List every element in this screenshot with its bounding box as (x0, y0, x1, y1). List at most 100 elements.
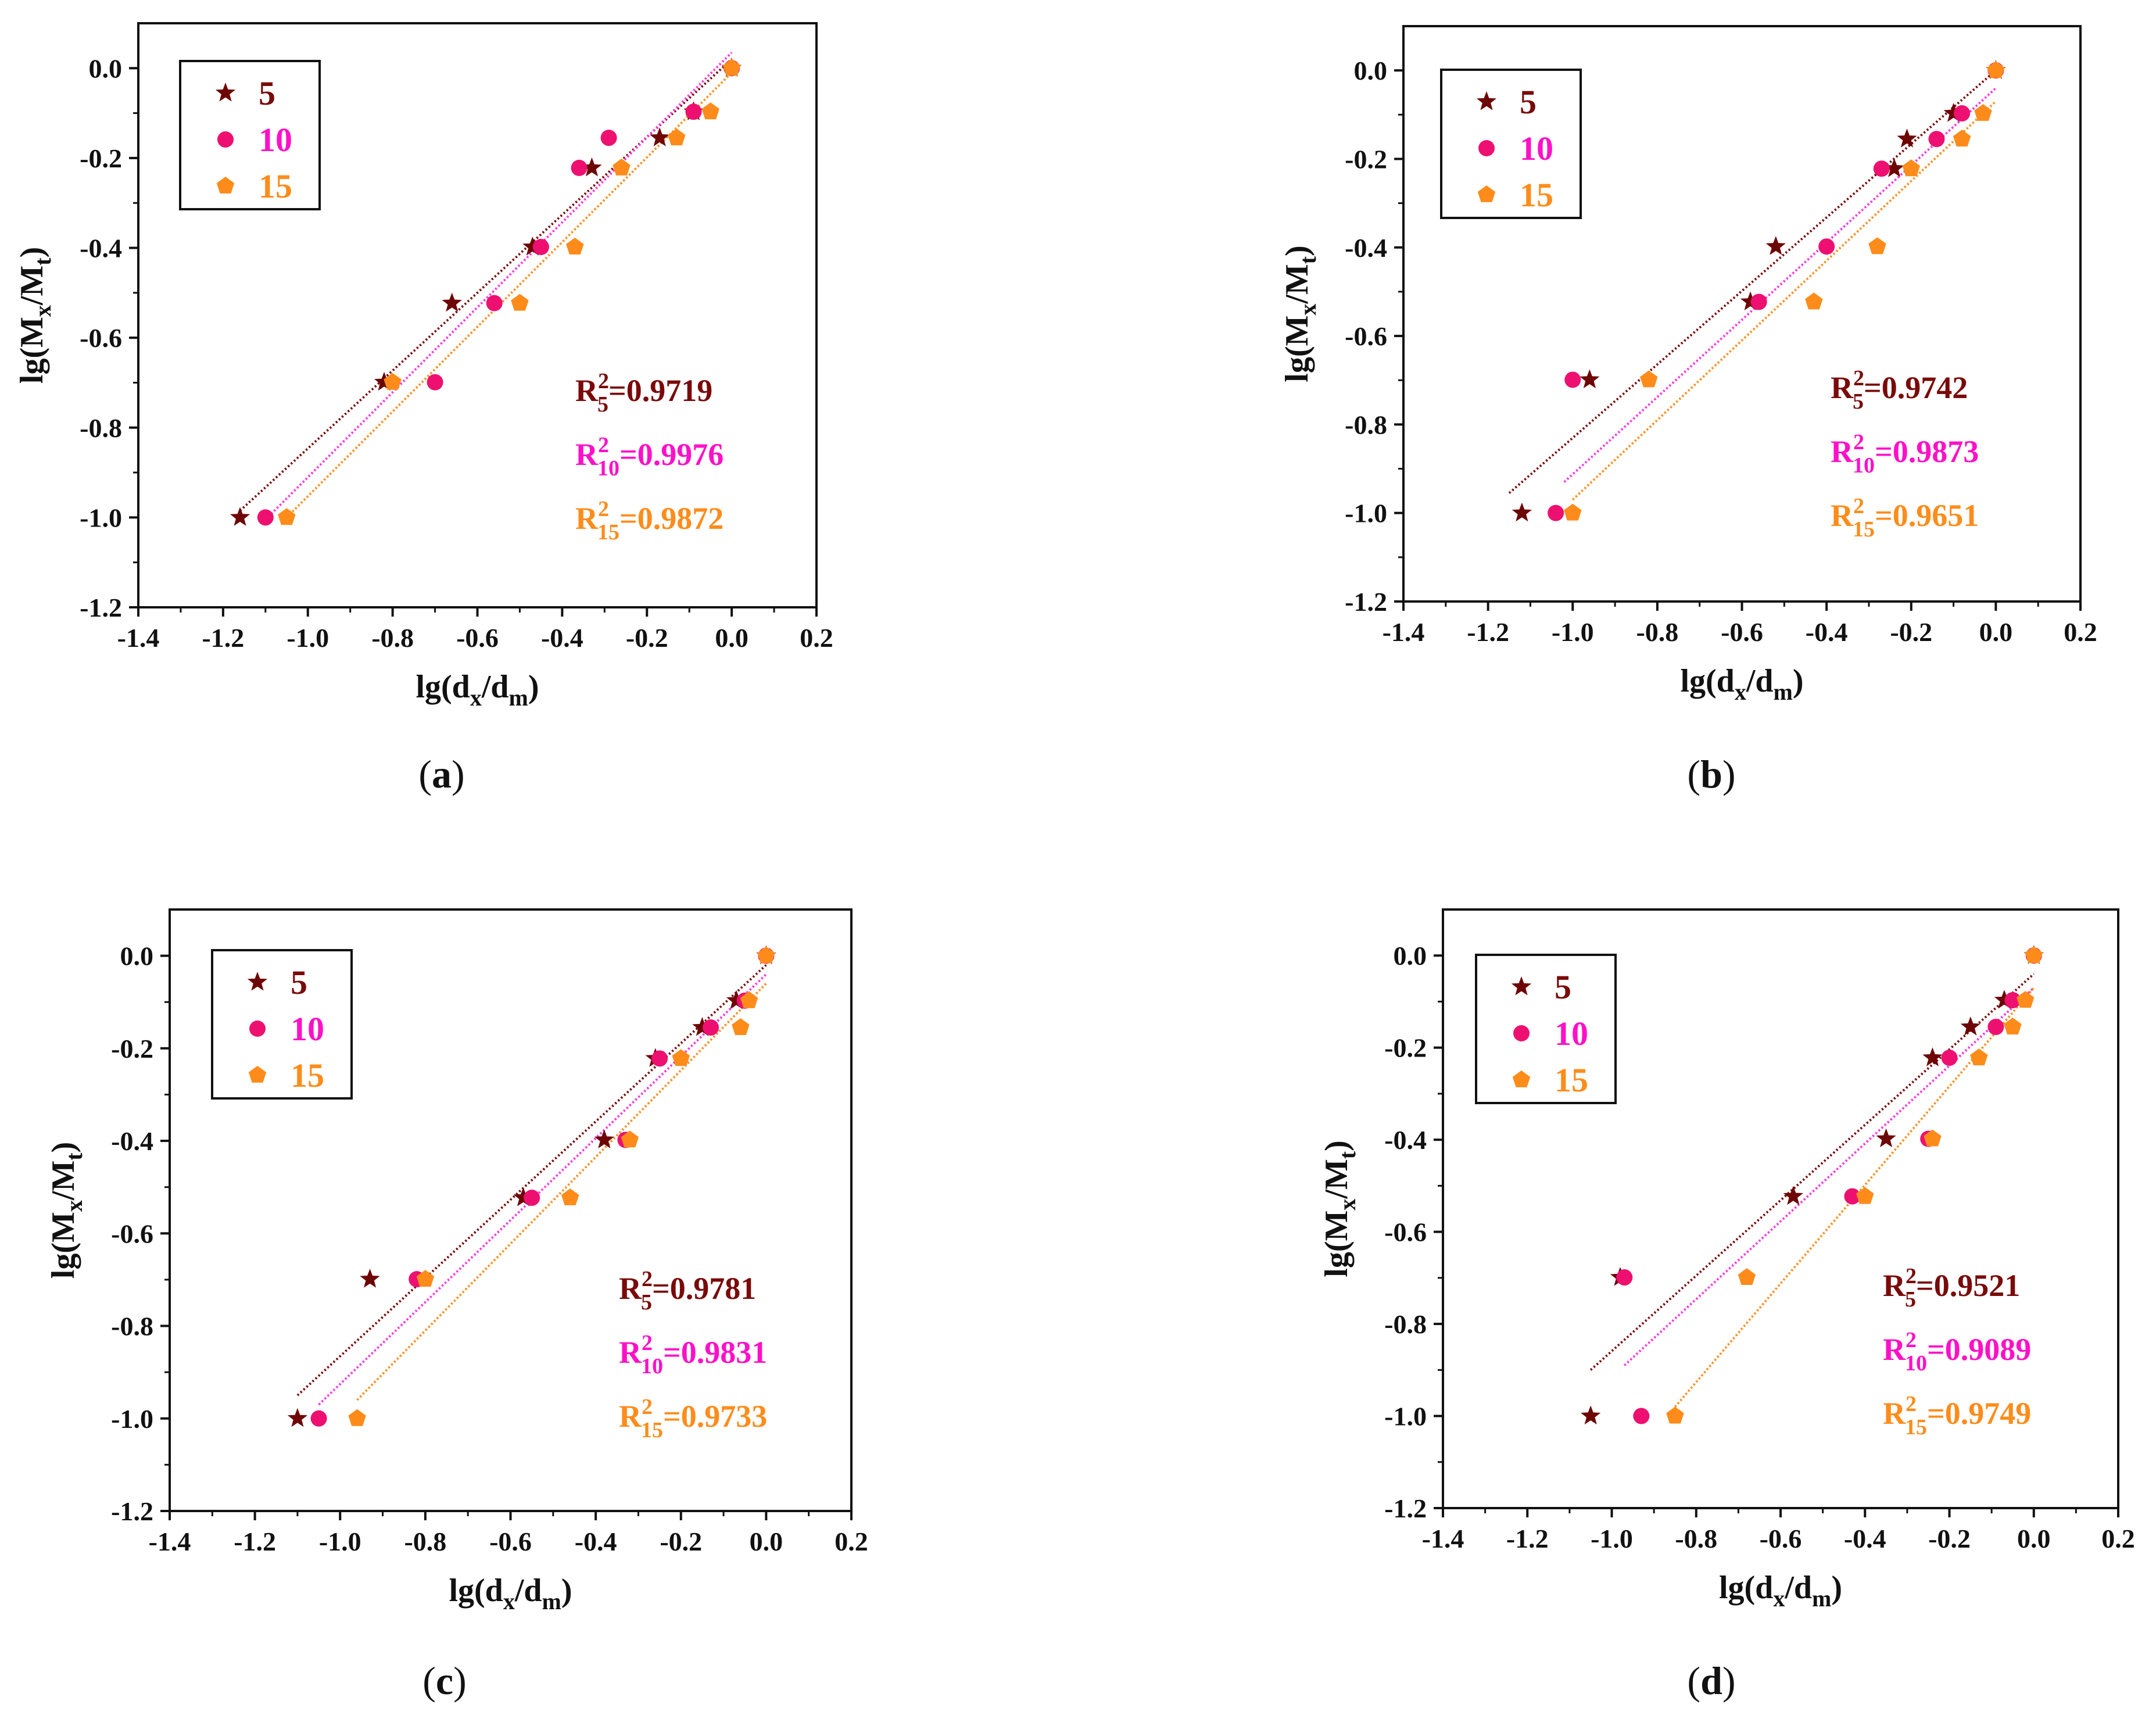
x-tick-label: -1.4 (1422, 1524, 1464, 1553)
point-10 (1844, 1188, 1861, 1205)
x-tick-label: -0.8 (371, 623, 414, 653)
point-15 (1640, 370, 1658, 388)
x-tick-label: -1.0 (286, 623, 329, 653)
point-10 (257, 509, 274, 526)
legend-marker-10 (1513, 1025, 1530, 1041)
r2-label-10: R2 10=0.9089 (1883, 1328, 2031, 1376)
panel-caption: (d) (1687, 1659, 1735, 1703)
x-tick-label: -0.6 (1721, 617, 1763, 647)
fit-line-10 (1623, 987, 2035, 1366)
point-15 (1805, 292, 1823, 310)
point-10 (427, 374, 443, 391)
point-15 (1970, 1048, 1988, 1066)
legend-marker-5 (215, 83, 236, 102)
point-15 (732, 1018, 750, 1035)
legend-label-10: 10 (291, 1010, 324, 1048)
point-5 (1922, 1047, 1943, 1066)
r2-label-15: R2 15=0.9651 (1831, 494, 1979, 542)
point-10 (571, 159, 588, 176)
y-tick-label: -0.2 (1384, 1033, 1427, 1063)
x-tick-label: -1.2 (1467, 617, 1509, 647)
y-axis-title: lg(Mx/Mt) (14, 247, 56, 384)
legend-label-10: 10 (1555, 1015, 1588, 1052)
point-15 (1902, 159, 1920, 177)
y-tick-label: -0.6 (1384, 1218, 1427, 1247)
y-tick-label: -1.0 (80, 503, 122, 532)
panel-a: -1.4 -1.2 -1.0 -0.8 -0.6 -0.4 -0.2 0.0 0.20.0-0.… (14, 22, 833, 796)
x-tick-label: 0.2 (835, 1527, 868, 1556)
y-tick-label: -0.6 (80, 323, 122, 353)
x-tick-label: -0.6 (456, 623, 499, 653)
point-5 (522, 237, 543, 256)
r2-label-15: R2 15=0.9733 (619, 1395, 767, 1442)
y-tick-label: -0.8 (1384, 1309, 1427, 1339)
x-tick-label: -1.4 (117, 623, 160, 653)
point-5 (1581, 1405, 1601, 1425)
point-10 (486, 295, 503, 311)
point-15 (672, 1049, 690, 1066)
x-tick-label: 0.0 (750, 1527, 783, 1556)
y-axis-title: lg(Mx/Mt) (1279, 245, 1321, 382)
r2-label-5: R2 5=0.9781 (619, 1267, 756, 1315)
y-tick-label: -0.2 (80, 144, 122, 173)
legend-label-5: 5 (291, 964, 307, 1001)
fit-line-5 (239, 58, 733, 512)
legend-label-10: 10 (1520, 130, 1553, 167)
y-tick-label: 0.0 (1354, 56, 1388, 85)
point-10 (2004, 992, 2021, 1009)
y-tick-label: -0.8 (80, 413, 122, 443)
point-5 (1960, 1016, 1980, 1036)
r2-label-5: R2 5=0.9742 (1831, 366, 1968, 414)
y-tick-label: -1.0 (1345, 499, 1387, 528)
point-15 (668, 128, 686, 146)
y-tick-label: -0.8 (1345, 410, 1387, 439)
r2-label-10: R2 10=0.9873 (1831, 430, 1979, 478)
fit-line-10 (264, 51, 733, 521)
point-5 (1740, 291, 1761, 310)
x-tick-label: -0.8 (404, 1527, 446, 1556)
point-5 (1876, 1128, 1896, 1148)
point-5 (230, 507, 250, 526)
fit-line-10 (318, 973, 767, 1406)
x-tick-label: -1.4 (1383, 617, 1425, 647)
fit-line-15 (1571, 101, 1997, 501)
point-15 (416, 1270, 435, 1287)
point-10 (651, 1050, 668, 1067)
y-tick-label: -0.8 (111, 1312, 153, 1341)
legend-label-5: 5 (1520, 83, 1537, 121)
r2-label-15: R2 15=0.9872 (575, 497, 724, 545)
y-tick-label: -1.0 (111, 1404, 153, 1434)
point-5 (594, 1129, 614, 1148)
legend-marker-5 (247, 972, 268, 991)
fit-line-5 (1589, 973, 2035, 1371)
legend-label-15: 15 (1520, 176, 1553, 214)
legend-box (179, 60, 321, 210)
point-10 (310, 1410, 327, 1427)
point-15 (2025, 946, 2043, 964)
legend-box (1440, 69, 1582, 219)
y-tick-label: -0.4 (111, 1126, 153, 1156)
legend-marker-10 (1478, 140, 1495, 156)
y-tick-label: -1.2 (80, 593, 122, 622)
legend-label-15: 15 (259, 167, 292, 205)
fit-line-5 (1508, 69, 1997, 494)
point-15 (1974, 104, 1992, 121)
panel-caption: (a) (418, 752, 464, 796)
point-10 (1954, 105, 1971, 122)
legend-label-5: 5 (259, 74, 275, 112)
point-10 (1987, 1019, 2004, 1036)
y-tick-label: -0.4 (1384, 1125, 1427, 1155)
point-5 (1994, 990, 2014, 1009)
y-tick-label: -0.6 (1345, 321, 1387, 351)
panel-caption: (b) (1687, 752, 1735, 796)
legend-marker-5 (1511, 976, 1532, 996)
point-5 (513, 1187, 533, 1206)
point-15 (722, 59, 741, 76)
point-15 (511, 293, 529, 311)
y-tick-label: -0.2 (111, 1034, 153, 1064)
x-axis-title: lg(dx/dm) (449, 1573, 572, 1614)
point-10 (685, 103, 702, 120)
point-5 (726, 990, 747, 1009)
point-10 (1941, 1050, 1958, 1066)
